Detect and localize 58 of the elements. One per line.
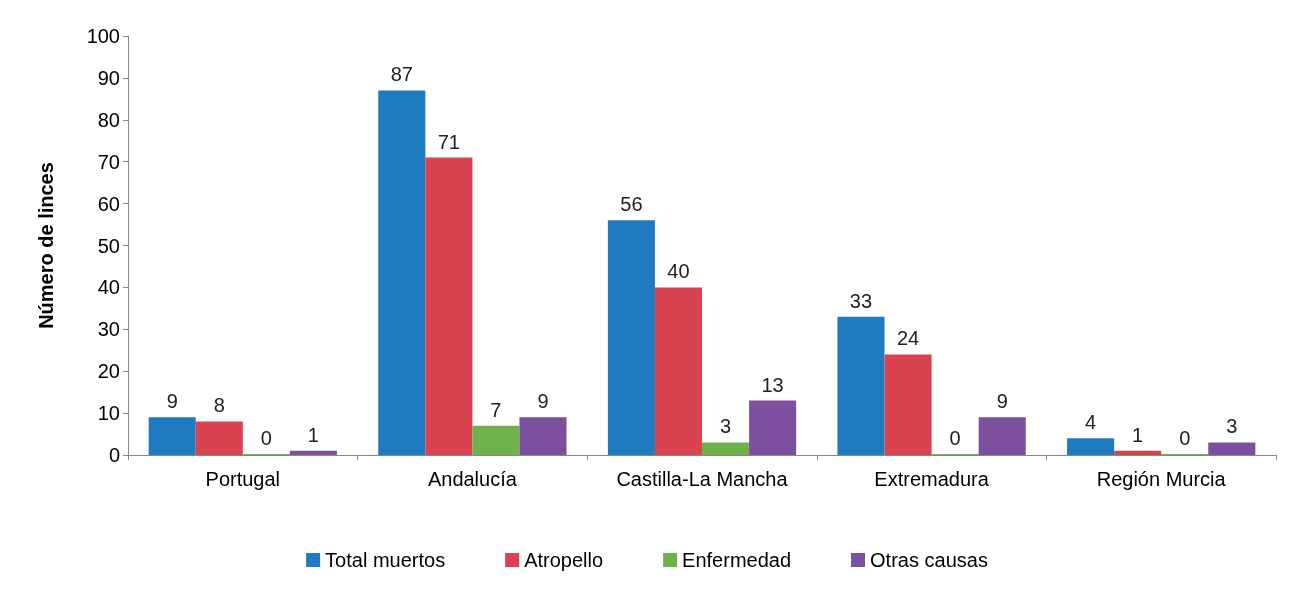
legend-label: Otras causas <box>870 549 988 571</box>
data-label: 33 <box>849 289 873 312</box>
data-label: 8 <box>213 394 225 417</box>
bar <box>702 442 750 455</box>
x-tick-label: Portugal <box>205 468 281 490</box>
bar <box>749 400 797 455</box>
data-label: 87 <box>390 63 413 86</box>
x-tick-label: Extremadura <box>874 468 990 490</box>
bar <box>1067 438 1115 455</box>
bar <box>289 450 337 455</box>
y-tick-label: 70 <box>97 150 120 173</box>
y-tick-label: 0 <box>108 444 120 466</box>
y-tick-label: 60 <box>97 192 120 215</box>
data-label: 0 <box>260 427 272 449</box>
legend-label: Total muertos <box>325 549 446 571</box>
y-tick-label: 90 <box>97 66 120 89</box>
data-label: 0 <box>1179 427 1191 449</box>
legend-label: Atropello <box>524 549 604 571</box>
data-label: 9 <box>166 390 178 413</box>
data-label: 1 <box>307 423 319 446</box>
y-axis-title: Número de linces <box>35 162 57 329</box>
data-label: 40 <box>667 260 690 283</box>
y-tick-label: 50 <box>97 234 120 257</box>
bar <box>472 425 520 455</box>
bar <box>195 421 243 455</box>
bar <box>978 417 1026 455</box>
data-label: 7 <box>490 398 502 421</box>
bar <box>519 417 567 455</box>
bar <box>1114 450 1162 455</box>
data-label: 56 <box>620 193 643 216</box>
bar <box>1208 442 1256 455</box>
bar <box>607 220 655 455</box>
data-label: 71 <box>437 130 460 153</box>
data-label: 4 <box>1085 411 1097 434</box>
x-tick-label: Castilla-La Mancha <box>616 468 789 490</box>
data-label: 1 <box>1132 423 1144 446</box>
bar <box>148 417 196 455</box>
legend-label: Enfermedad <box>682 549 792 571</box>
data-label: 0 <box>949 427 961 449</box>
data-label: 3 <box>1226 415 1238 438</box>
data-label: 24 <box>896 327 920 350</box>
y-tick-label: 20 <box>97 360 120 383</box>
bar <box>425 157 473 455</box>
data-label: 3 <box>719 415 732 438</box>
y-tick-label: 10 <box>97 402 120 425</box>
bar <box>837 316 885 455</box>
data-label: 9 <box>996 390 1008 413</box>
data-label: 9 <box>537 390 549 413</box>
x-tick-label: Región Murcia <box>1096 468 1227 490</box>
bar <box>884 354 932 455</box>
x-tick-label: Andalucía <box>427 468 518 490</box>
y-tick-label: 80 <box>97 108 120 131</box>
data-label: 13 <box>761 373 784 396</box>
bar <box>654 287 702 455</box>
y-tick-label: 40 <box>97 276 120 299</box>
y-tick-label: 100 <box>86 25 120 47</box>
y-tick-label: 30 <box>97 318 120 341</box>
bar <box>378 90 426 455</box>
